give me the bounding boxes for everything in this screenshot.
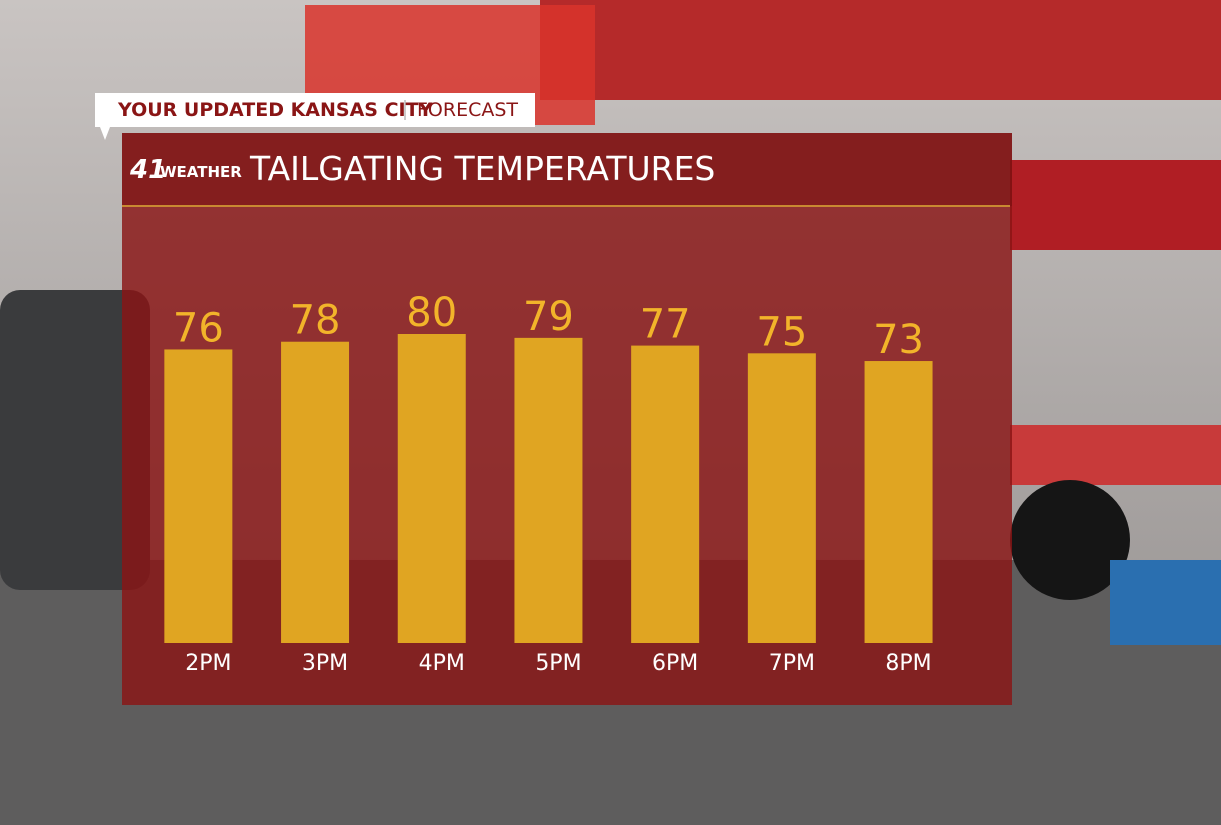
bar [397,334,466,643]
x-tick-label: 5PM [535,651,581,676]
x-tick-label: 8PM [885,651,931,676]
table [1010,425,1221,485]
truck [0,290,150,590]
chart-title: TAILGATING TEMPERATURES [249,149,715,188]
grill [1010,480,1130,600]
x-tick-label: 4PM [419,651,465,676]
bar [164,349,233,643]
value-label: 77 [640,302,691,348]
panel-header [122,133,1012,206]
bar [631,345,700,643]
x-tick-label: 7PM [769,651,815,676]
value-label: 78 [290,298,341,344]
bar [864,361,933,643]
banner [95,93,535,140]
x-tick-label: 3PM [302,651,348,676]
logo-number: 41 [129,155,166,185]
x-tick-label: 6PM [652,651,698,676]
stands [540,0,1221,100]
tent [1010,160,1221,250]
cooler [1110,560,1221,645]
value-label: 79 [523,294,574,340]
logo-text: WEATHER [160,163,242,181]
banner-text: YOUR UPDATED KANSAS CITY [117,99,433,121]
banner-sub: FORECAST [417,99,518,121]
value-label: 75 [756,309,807,355]
bar [747,353,816,643]
value-label: 80 [406,290,457,336]
value-label: 76 [173,305,224,351]
x-tick-label: 2PM [185,651,231,676]
bar [281,341,350,643]
bar [514,337,583,643]
value-label: 73 [873,317,924,363]
